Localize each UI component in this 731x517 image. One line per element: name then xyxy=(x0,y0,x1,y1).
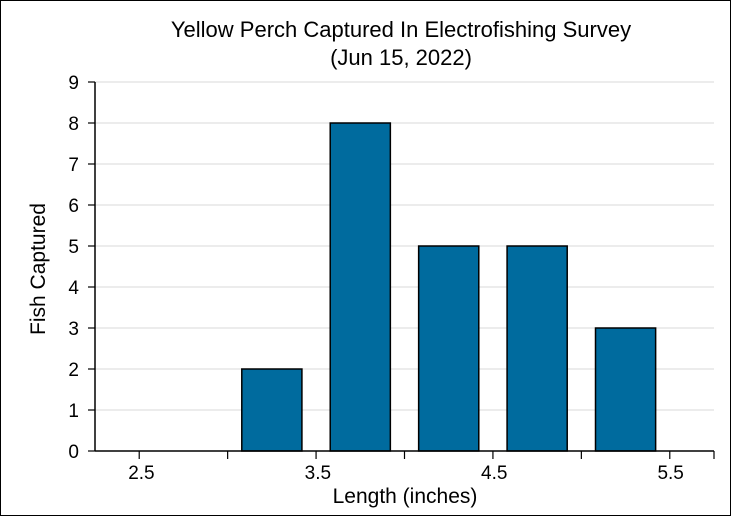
gridlines xyxy=(95,81,714,411)
x-tick-label: 4.5 xyxy=(481,463,507,484)
y-tick-label: 9 xyxy=(68,73,79,94)
bar xyxy=(594,327,657,452)
bar xyxy=(417,245,480,452)
y-tick-labels: 0 1 2 3 4 5 6 7 8 9 xyxy=(68,73,79,463)
x-axis-label: Length (inches) xyxy=(333,485,478,508)
y-tick-label: 6 xyxy=(68,196,79,217)
axes xyxy=(88,81,715,459)
y-tick-label: 5 xyxy=(68,237,79,258)
y-tick-label: 7 xyxy=(68,155,79,176)
chart-subtitle: (Jun 15, 2022) xyxy=(330,45,472,70)
bar xyxy=(506,245,568,452)
x-tick-label: 3.5 xyxy=(305,463,331,484)
x-tick-labels: 2.5 3.5 4.5 5.5 xyxy=(128,463,684,484)
y-tick-label: 3 xyxy=(68,319,79,340)
bars xyxy=(241,122,657,452)
y-tick-label: 4 xyxy=(68,278,79,299)
y-tick-label: 1 xyxy=(68,401,79,422)
bar xyxy=(329,122,392,452)
x-tick-label: 5.5 xyxy=(657,463,683,484)
y-tick-label: 2 xyxy=(68,360,79,381)
x-tick-label: 2.5 xyxy=(128,463,154,484)
bar xyxy=(241,368,303,452)
y-axis-label: Fish Captured xyxy=(27,203,50,335)
y-tick-label: 0 xyxy=(68,442,79,463)
y-tick-label: 8 xyxy=(68,114,79,135)
chart-title: Yellow Perch Captured In Electrofishing … xyxy=(171,17,631,42)
